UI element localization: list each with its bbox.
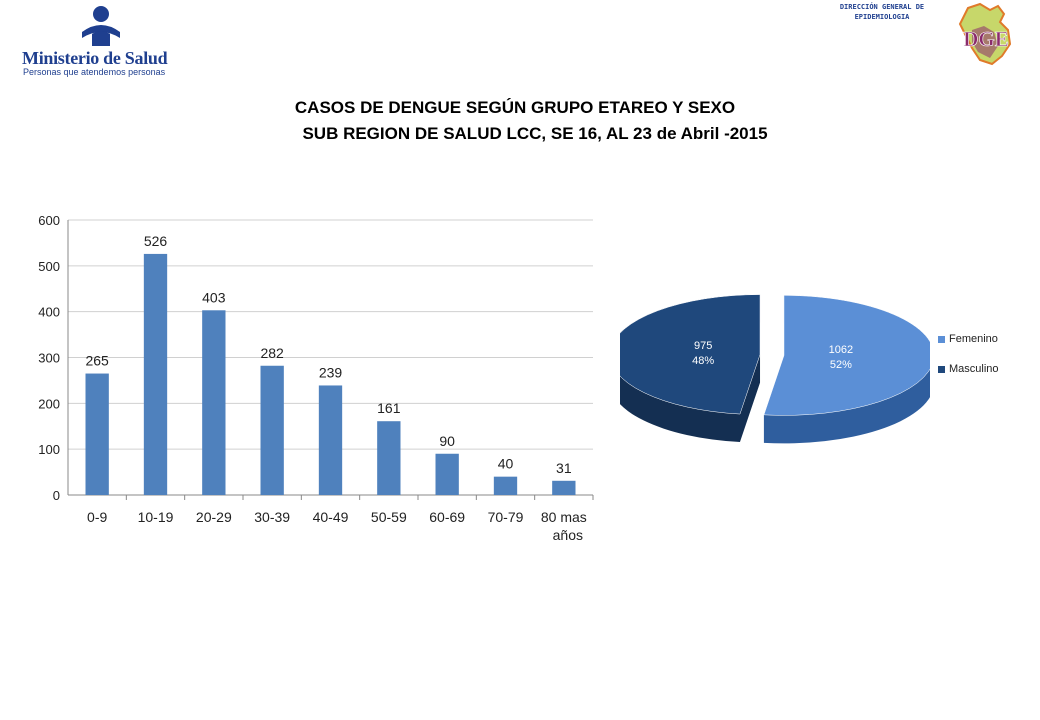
x-tick-label: 80 mas	[541, 509, 587, 525]
ministerio-logo: Ministerio de Salud Personas que atendem…	[20, 4, 180, 77]
legend-label-masculino: Masculino	[949, 363, 999, 375]
bar	[377, 421, 401, 495]
data-label: 90	[439, 433, 455, 449]
age-group-bar-chart: 0 100 200 300 400 500 600 265 0-9 526 10-19 403 20-2…	[38, 213, 594, 543]
x-tick-label: años	[553, 527, 583, 543]
bar	[85, 373, 109, 495]
pie-slice	[620, 294, 761, 415]
page-title: CASOS DE DENGUE SEGÚN GRUPO ETAREO Y SEX…	[0, 95, 1040, 147]
x-tick-label: 50-59	[371, 509, 407, 525]
data-label: 31	[556, 460, 572, 476]
data-label: 403	[202, 289, 226, 305]
x-tick-label: 20-29	[196, 509, 232, 525]
legend-item-femenino: Femenino	[938, 324, 999, 354]
legend-swatch-masculino	[938, 365, 945, 373]
bar	[552, 480, 576, 495]
pie-value-label: 975	[694, 340, 712, 352]
bar	[435, 453, 459, 495]
bar	[318, 385, 343, 495]
y-tick-label: 500	[38, 259, 60, 274]
x-tick-label: 40-49	[313, 509, 349, 525]
x-tick-label: 0-9	[87, 509, 107, 525]
data-label: 239	[319, 364, 343, 380]
bar	[493, 476, 518, 495]
pie-value-label: 1062	[829, 344, 853, 356]
data-label: 526	[144, 233, 168, 249]
dge-caption: DIRECCIÓN GENERAL DE EPIDEMIOLOGIA	[812, 2, 952, 22]
dge-caption-line2: EPIDEMIOLOGIA	[854, 13, 910, 21]
y-tick-label: 200	[38, 396, 60, 411]
sex-pie-chart: 1062 52% 975 48%	[620, 294, 930, 444]
dge-logo: DGE	[958, 2, 1012, 66]
data-label: 282	[260, 345, 284, 361]
ministry-tagline: Personas que atendemos personas	[23, 67, 166, 77]
y-tick-label: 300	[38, 351, 60, 366]
pie-legend: Femenino Masculino	[938, 324, 999, 384]
title-line2: SUB REGION DE SALUD LCC, SE 16, AL 23 de…	[302, 124, 768, 143]
pie-slice	[763, 295, 930, 416]
data-label: 40	[498, 456, 514, 472]
pie-percent-label: 48%	[692, 355, 714, 367]
dge-logo-text: DGE	[963, 27, 1009, 51]
legend-swatch-femenino	[938, 335, 945, 343]
y-tick-label: 0	[53, 488, 60, 503]
x-tick-label: 60-69	[429, 509, 465, 525]
title-line1: CASOS DE DENGUE SEGÚN GRUPO ETAREO Y SEX…	[294, 98, 736, 117]
bar	[143, 253, 168, 495]
y-tick-label: 100	[38, 442, 60, 457]
person-icon	[82, 6, 120, 46]
y-tick-label: 400	[38, 305, 60, 320]
y-tick-label: 600	[38, 213, 60, 228]
x-tick-label: 30-39	[254, 509, 290, 525]
dge-caption-line1: DIRECCIÓN GENERAL DE	[839, 3, 925, 11]
bar	[260, 365, 284, 495]
ministry-name: Ministerio de Salud	[22, 48, 168, 68]
legend-label-femenino: Femenino	[949, 333, 998, 345]
data-label: 161	[377, 400, 401, 416]
x-tick-label: 10-19	[138, 509, 174, 525]
legend-item-masculino: Masculino	[938, 354, 999, 384]
data-label: 265	[85, 353, 109, 369]
pie-percent-label: 52%	[830, 359, 852, 371]
bar	[202, 310, 226, 495]
x-tick-label: 70-79	[488, 509, 524, 525]
